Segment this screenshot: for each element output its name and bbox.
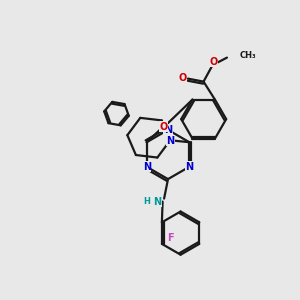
Text: O: O — [159, 122, 167, 132]
Text: N: N — [142, 162, 151, 172]
Text: O: O — [210, 56, 218, 67]
Text: H: H — [144, 197, 150, 206]
Text: N: N — [166, 136, 174, 146]
Text: N: N — [185, 162, 194, 172]
Text: F: F — [167, 233, 174, 243]
Text: N: N — [164, 125, 172, 135]
Text: CH₃: CH₃ — [239, 51, 256, 60]
Text: O: O — [178, 73, 187, 83]
Text: N: N — [153, 196, 161, 207]
